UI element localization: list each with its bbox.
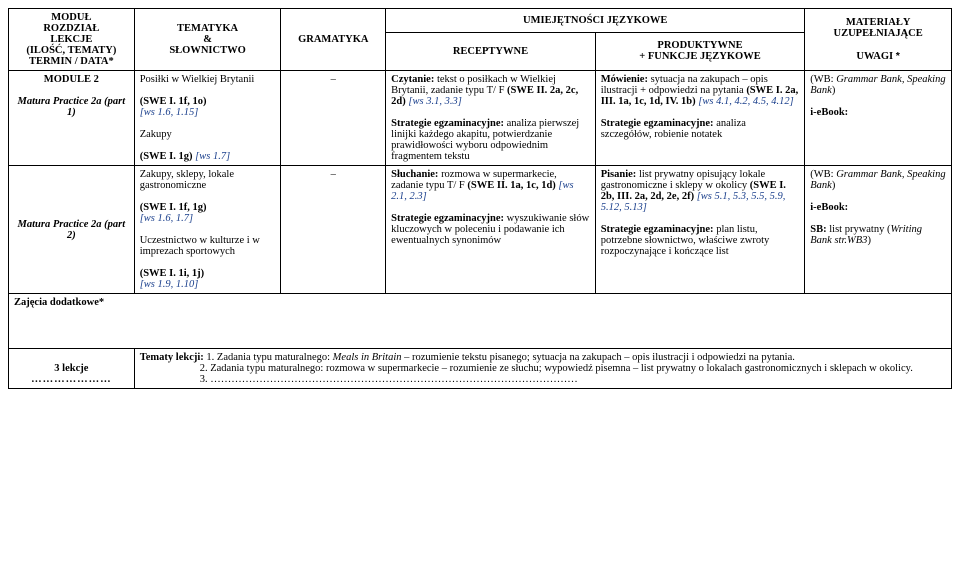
r2-c2-d: (SWE I. 1i, 1j) xyxy=(140,268,204,279)
r1-c4b-s-lead: Strategie egzaminacyjne: xyxy=(601,118,714,129)
extra-row: Zajęcia dodatkowe* xyxy=(9,294,952,349)
content-row-2: Matura Practice 2a (part 2) Zakupy, skle… xyxy=(9,166,952,294)
r1-c4a-s-lead: Strategie egzaminacyjne: xyxy=(391,118,504,129)
r2-c4b-lead: Pisanie: xyxy=(601,169,637,180)
hdr-col2: TEMATYKA&SŁOWNICTWO xyxy=(134,9,281,71)
hdr-col4-top-text: UMIEJĘTNOŚCI JĘZYKOWE xyxy=(523,15,667,26)
r2-c4b: Pisanie: list prywatny opisujący lokale … xyxy=(595,166,805,294)
hdr-col4b-text: PRODUKTYWNE+ FUNKCJE JĘZYKOWE xyxy=(639,40,761,62)
r2-c2-b-ref: [ws 1.6, 1.7] xyxy=(140,213,193,224)
r2-c3: – xyxy=(281,166,386,294)
r1-c2-d: (SWE I. 1g) xyxy=(140,151,195,162)
bottom-right-2: 2. Zadania typu maturalnego: rozmowa w s… xyxy=(140,363,913,374)
r1-c4a: Czytanie: tekst o posiłkach w Wielkiej B… xyxy=(386,71,596,166)
r1-c2: Posiłki w Wielkiej Brytanii (SWE I. 1f, … xyxy=(134,71,281,166)
bottom-left-l1: 3 lekcje xyxy=(54,363,88,374)
r1-c1: MODULE 2 Matura Practice 2a (part 1) xyxy=(9,71,135,166)
r1-c1-l2: Matura Practice 2a (part 1) xyxy=(18,96,126,118)
r1-c4b-lead: Mówienie: xyxy=(601,74,648,85)
content-row-1: MODULE 2 Matura Practice 2a (part 1) Pos… xyxy=(9,71,952,166)
r2-c5-c: SB: xyxy=(810,224,829,235)
r1-c3: – xyxy=(281,71,386,166)
hdr-col4a-text: RECEPTYWNE xyxy=(453,46,528,57)
bottom-right: Tematy lekcji: 1. Zadania typu maturalne… xyxy=(134,349,951,389)
r1-c2-b: (SWE I. 1f, 1o) xyxy=(140,96,207,107)
hdr-col5b-star: * xyxy=(896,50,900,62)
header-row-1: MODUŁROZDZIAŁLEKCJE(ILOŚĆ, TEMATY)TERMIN… xyxy=(9,9,952,33)
bottom-right-1-i: Meals in Britain xyxy=(333,352,402,363)
extra-cell: Zajęcia dodatkowe* xyxy=(9,294,952,349)
r2-c4a-s-lead: Strategie egzaminacyjne: xyxy=(391,213,504,224)
hdr-col2-text: TEMATYKA&SŁOWNICTWO xyxy=(169,23,245,56)
hdr-col3-text: GRAMATYKA xyxy=(298,34,368,45)
r2-c4a-lead: Słuchanie: xyxy=(391,169,438,180)
hdr-col5b-text: UWAGI xyxy=(856,51,895,62)
hdr-col5-text: MATERIAŁYUZUPEŁNIAJĄCE xyxy=(834,17,923,39)
r1-c4a-lead: Czytanie: xyxy=(391,74,434,85)
r2-c4a-b: (SWE II. 1a, 1c, 1d) xyxy=(467,180,555,191)
r2-c2-d-ref: [ws 1.9, 1.10] xyxy=(140,279,199,290)
hdr-col1-text: MODUŁROZDZIAŁLEKCJE(ILOŚĆ, TEMATY)TERMIN… xyxy=(26,12,116,67)
r2-c5-a-end: ) xyxy=(832,180,836,191)
bottom-right-1: 1. Zadania typu maturalnego: xyxy=(204,352,333,363)
hdr-col4b: PRODUKTYWNE+ FUNKCJE JĘZYKOWE xyxy=(595,32,805,70)
r1-c5-a: (WB: xyxy=(810,74,836,85)
hdr-col5: MATERIAŁYUZUPEŁNIAJĄCE UWAGI * xyxy=(805,9,952,71)
r2-c4a: Słuchanie: rozmowa w supermarkecie, zada… xyxy=(386,166,596,294)
bottom-row: 3 lekcje ………………… Tematy lekcji: 1. Zadan… xyxy=(9,349,952,389)
bottom-left-dots: ………………… xyxy=(31,374,112,385)
r2-c2-a: Zakupy, sklepy, lokale gastronomiczne xyxy=(140,169,234,191)
bottom-left: 3 lekcje ………………… xyxy=(9,349,135,389)
r1-c2-c: Zakupy xyxy=(140,129,172,140)
hdr-col4-top: UMIEJĘTNOŚCI JĘZYKOWE xyxy=(386,9,805,33)
r2-c5: (WB: Grammar Bank, Speaking Bank) i-eBoo… xyxy=(805,166,952,294)
r1-c2-b-ref: [ws 1.6, 1.15] xyxy=(140,107,199,118)
bottom-right-3: 3. …………………………………………………………………………………………… xyxy=(140,374,578,385)
r2-c4b-s-lead: Strategie egzaminacyjne: xyxy=(601,224,714,235)
curriculum-table: MODUŁROZDZIAŁLEKCJE(ILOŚĆ, TEMATY)TERMIN… xyxy=(8,8,952,389)
r2-c5-c-rest: list prywatny ( xyxy=(829,224,890,235)
r1-c4b: Mówienie: sytuacja na zakupach – opis il… xyxy=(595,71,805,166)
r2-c1-l1: Matura Practice 2a (part 2) xyxy=(18,219,126,241)
bottom-right-lead: Tematy lekcji: xyxy=(140,352,204,363)
r1-c5-b: i-eBook: xyxy=(810,107,848,118)
r1-c5-a-end: ) xyxy=(832,85,836,96)
hdr-col3: GRAMATYKA xyxy=(281,9,386,71)
r2-c5-c-end: ) xyxy=(867,235,871,246)
extra-label: Zajęcia dodatkowe* xyxy=(14,297,104,308)
hdr-col1: MODUŁROZDZIAŁLEKCJE(ILOŚĆ, TEMATY)TERMIN… xyxy=(9,9,135,71)
r2-c2-b: (SWE I. 1f, 1g) xyxy=(140,202,207,213)
r2-c2-c: Uczestnictwo w kulturze i w imprezach sp… xyxy=(140,235,260,257)
r2-c3-text: – xyxy=(331,169,336,180)
r1-c5: (WB: Grammar Bank, Speaking Bank) i-eBoo… xyxy=(805,71,952,166)
r1-c4b-ref: [ws 4.1, 4.2, 4.5, 4.12] xyxy=(698,96,793,107)
r1-c2-d-ref: [ws 1.7] xyxy=(195,151,230,162)
r2-c1: Matura Practice 2a (part 2) xyxy=(9,166,135,294)
r2-c2: Zakupy, sklepy, lokale gastronomiczne (S… xyxy=(134,166,281,294)
r2-c5-a: (WB: xyxy=(810,169,836,180)
hdr-col4a: RECEPTYWNE xyxy=(386,32,596,70)
r1-c2-a: Posiłki w Wielkiej Brytanii xyxy=(140,74,255,85)
bottom-right-1-rest: – rozumienie tekstu pisanego; sytuacja n… xyxy=(402,352,795,363)
r2-c5-b: i-eBook: xyxy=(810,202,848,213)
r1-c3-text: – xyxy=(331,74,336,85)
r1-c1-l1: MODULE 2 xyxy=(44,74,99,85)
r1-c4a-ref: [ws 3.1, 3.3] xyxy=(408,96,461,107)
